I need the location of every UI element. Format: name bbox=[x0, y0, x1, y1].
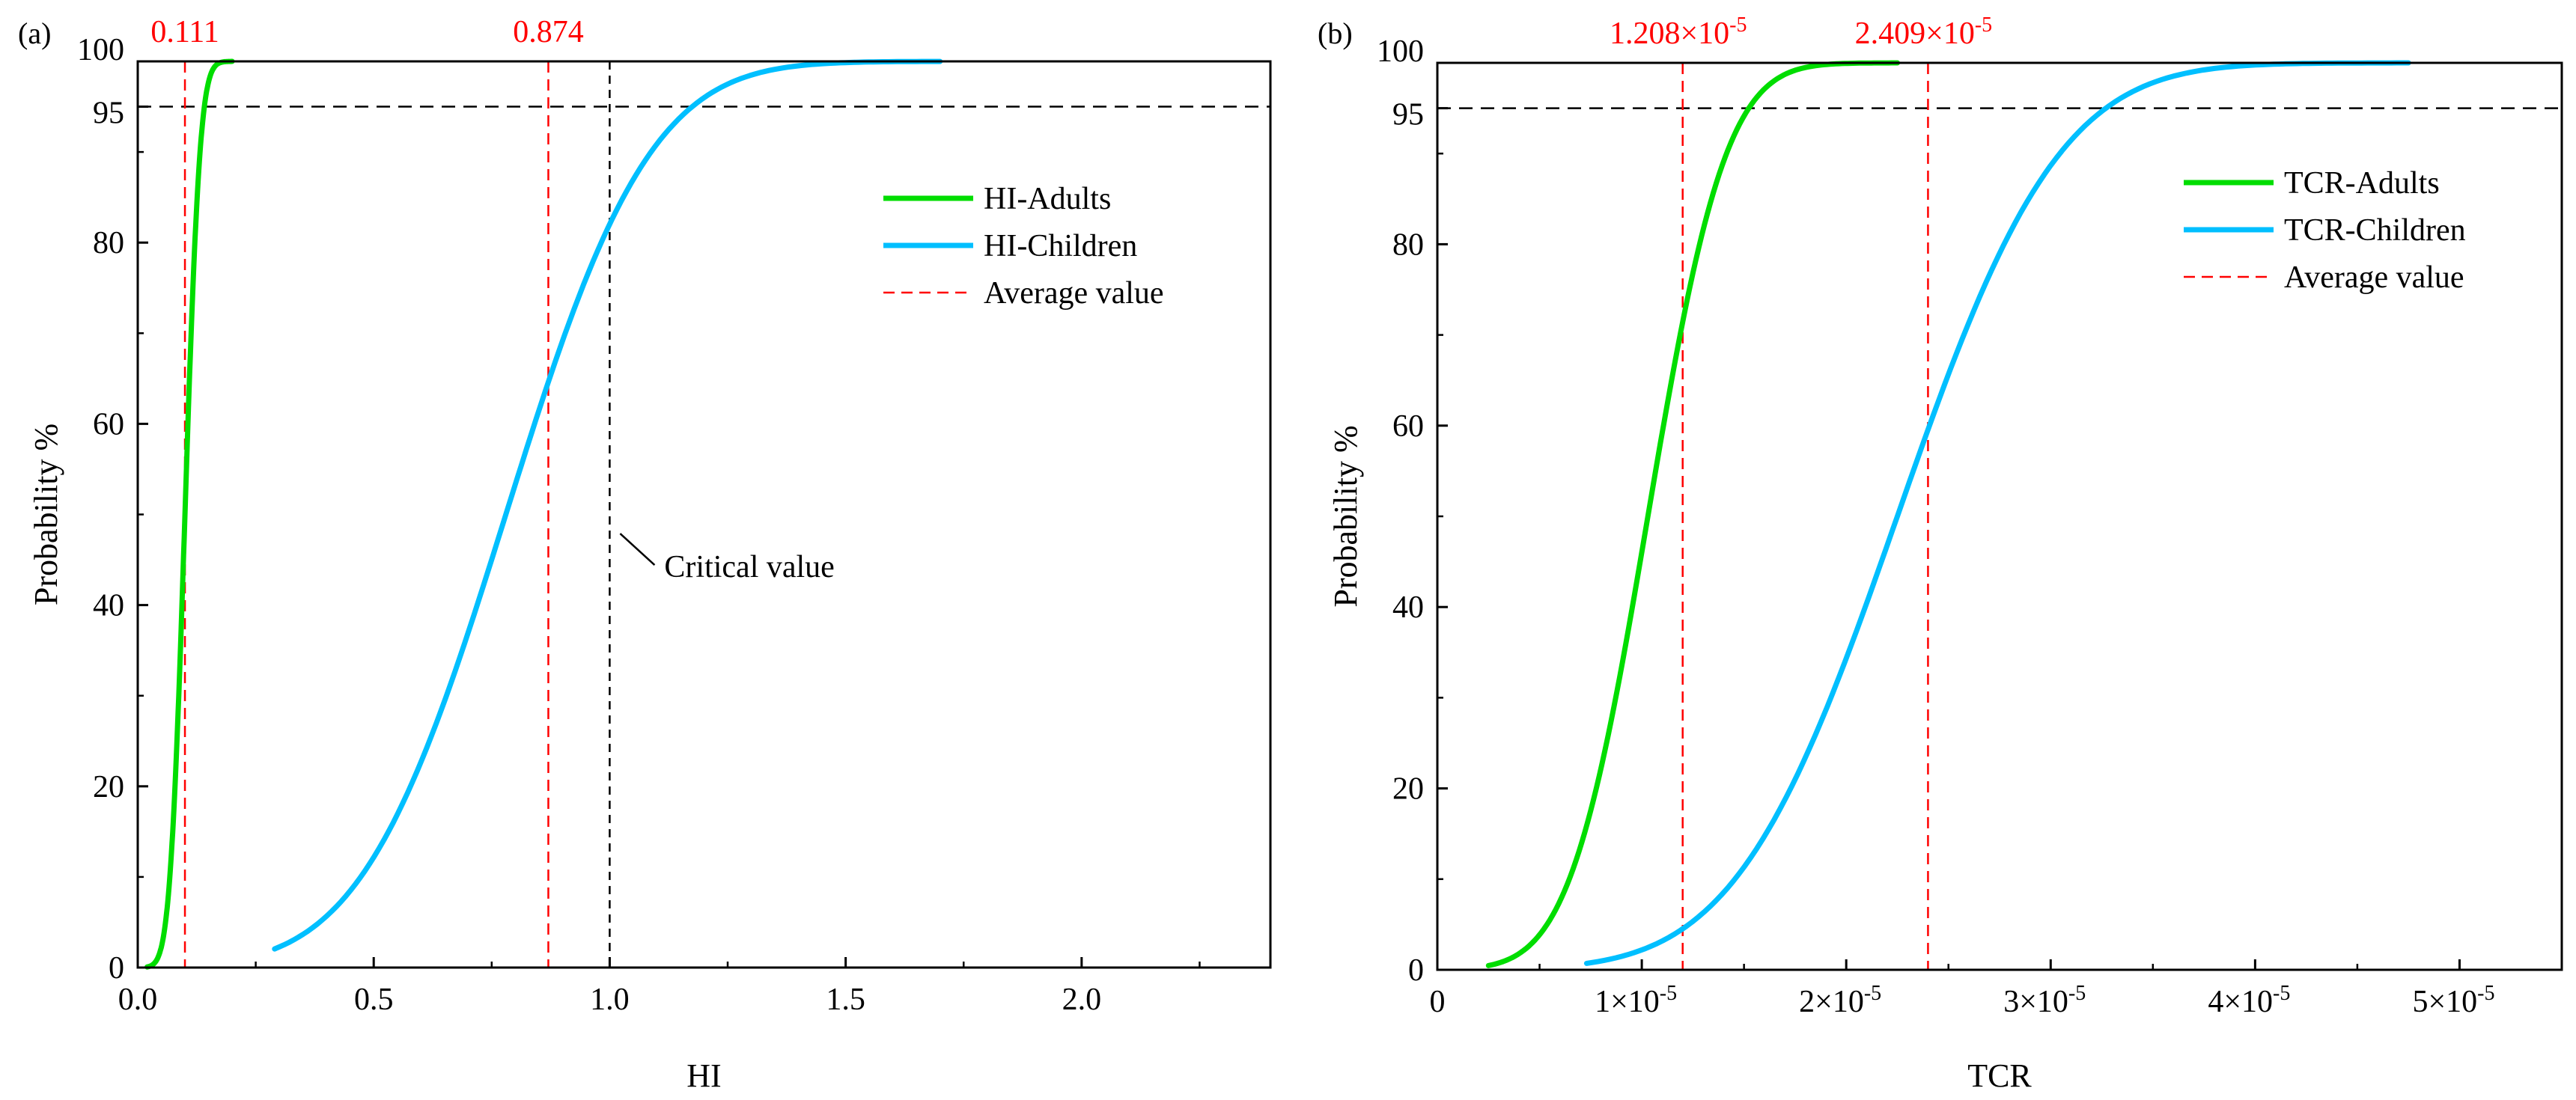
x-tick-label: 5×10-5 bbox=[2412, 982, 2494, 1019]
y-tick-label: 60 bbox=[1392, 409, 1424, 444]
y-tick-label: 0 bbox=[109, 951, 124, 986]
average-value-label-exponent: -5 bbox=[1729, 13, 1747, 37]
x-tick-label: 1×10-5 bbox=[1595, 982, 1677, 1019]
x-tick-label-exponent: -5 bbox=[2273, 982, 2290, 1005]
x-tick-label: 1.0 bbox=[590, 983, 630, 1017]
x-tick-label-mantissa: 5×10 bbox=[2412, 985, 2477, 1019]
critical-value-annotation: Critical value bbox=[664, 550, 834, 584]
y-tick-label: 100 bbox=[1377, 34, 1424, 69]
x-tick-label: 2×10-5 bbox=[1799, 982, 1881, 1019]
legend-label: HI-Children bbox=[984, 229, 1137, 263]
x-tick-label-exponent: -5 bbox=[2068, 982, 2086, 1005]
y-tick-label: 80 bbox=[93, 226, 124, 260]
y-tick-label: 95 bbox=[93, 97, 124, 131]
panel-label: (a) bbox=[18, 16, 51, 50]
y-tick-label: 40 bbox=[93, 589, 124, 623]
x-tick-label: 0 bbox=[1430, 985, 1446, 1019]
y-tick-label: 60 bbox=[93, 407, 124, 441]
panel-a: (a) 0.111 0.874 0.0 0.5 1.0 1.5 2.0 0 20 40 60 80 95 1… bbox=[18, 15, 1272, 1094]
y-tick-label: 80 bbox=[1392, 227, 1424, 262]
y-tick-label: 95 bbox=[1392, 98, 1424, 132]
x-tick-label-exponent: -5 bbox=[2477, 982, 2494, 1005]
average-value-label: 1.208×10-5 bbox=[1610, 13, 1747, 51]
average-value-label-mantissa: 1.208×10 bbox=[1610, 16, 1729, 51]
series-line-hi-adults bbox=[144, 58, 235, 970]
x-tick-label-mantissa: 3×10 bbox=[2003, 985, 2068, 1019]
series-line-tcr-adults bbox=[1485, 60, 1900, 968]
legend-label: Average value bbox=[984, 276, 1164, 311]
legend-label: HI-Adults bbox=[984, 182, 1111, 216]
x-tick-label-exponent: -5 bbox=[1864, 982, 1881, 1005]
y-axis-title: Probability % bbox=[28, 424, 64, 605]
average-value-label: 0.874 bbox=[513, 15, 584, 49]
x-axis-title: TCR bbox=[1967, 1057, 2032, 1094]
x-tick-label-mantissa: 1×10 bbox=[1595, 985, 1660, 1019]
average-value-label-exponent: -5 bbox=[1975, 13, 1992, 37]
x-tick-label-mantissa: 4×10 bbox=[2208, 985, 2273, 1019]
series-line-tcr-children bbox=[1583, 60, 2411, 966]
y-tick-label: 0 bbox=[1408, 953, 1424, 988]
y-axis-title: Probability % bbox=[1327, 425, 1364, 607]
legend-label: TCR-Adults bbox=[2284, 166, 2440, 201]
series-line-hi-children bbox=[272, 58, 943, 952]
y-tick-label: 20 bbox=[1392, 772, 1424, 807]
legend-label: TCR-Children bbox=[2284, 213, 2466, 248]
x-tick-label: 1.5 bbox=[826, 983, 865, 1017]
x-tick-label: 3×10-5 bbox=[2003, 982, 2086, 1019]
average-value-label: 0.111 bbox=[150, 15, 219, 49]
x-tick-label: 4×10-5 bbox=[2208, 982, 2290, 1019]
panel-b: (b) 1.208×10-5 2.409×10-50 1×10-5 2×10-5 3×10… bbox=[1318, 13, 2563, 1094]
average-value-label: 2.409×10-5 bbox=[1855, 13, 1993, 51]
x-tick-label: 2.0 bbox=[1062, 983, 1102, 1017]
x-tick-label-exponent: -5 bbox=[1660, 982, 1677, 1005]
y-tick-label: 100 bbox=[77, 33, 124, 67]
x-tick-label: 0.0 bbox=[118, 983, 158, 1017]
x-tick-label-mantissa: 2×10 bbox=[1799, 985, 1864, 1019]
panel-label: (b) bbox=[1318, 16, 1353, 50]
x-axis-title: HI bbox=[686, 1057, 721, 1094]
y-tick-label: 40 bbox=[1392, 590, 1424, 625]
annotation-pointer bbox=[619, 533, 656, 566]
legend-label: Average value bbox=[2284, 260, 2464, 295]
average-value-label-mantissa: 2.409×10 bbox=[1855, 16, 1975, 51]
y-tick-label: 20 bbox=[93, 770, 124, 804]
x-tick-label: 0.5 bbox=[354, 983, 394, 1017]
